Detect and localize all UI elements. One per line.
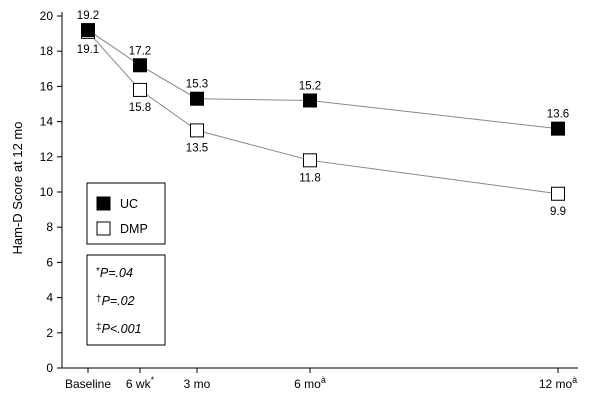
marker-dmp: [190, 123, 204, 138]
y-tick-label: 0: [46, 361, 53, 375]
data-label-uc: 15.2: [299, 80, 321, 92]
data-label-uc: 13.6: [547, 109, 569, 121]
legend-uc-label: UC: [120, 197, 138, 211]
x-tick-label: 6 wk*: [126, 375, 155, 391]
y-tick-label: 18: [40, 44, 54, 58]
legend-dmp-label: DMP: [120, 222, 148, 236]
marker-uc: [551, 121, 565, 136]
x-tick-label: Baseline: [65, 377, 111, 391]
note-1-symbol: *: [96, 266, 100, 277]
data-label-dmp: 11.8: [299, 172, 321, 184]
y-tick-label: 8: [46, 220, 53, 234]
y-tick-label: 20: [40, 9, 54, 23]
series-line-uc: [87, 29, 559, 130]
marker-uc: [303, 93, 317, 108]
data-labels: 19.2 17.2 15.3 15.2 13.6 19.1 15.8 13.5 11.8 9.9: [77, 10, 569, 218]
significance-notes: *P=.04 †P=.02 ‡P<.001: [86, 254, 166, 346]
data-label-dmp: 9.9: [550, 206, 566, 218]
y-tick-label: 16: [40, 79, 54, 93]
series-line-dmp: [87, 31, 559, 195]
data-markers: [81, 23, 565, 201]
axes: 0 2 4 6 8 10 12 14 16 18 20 Baseline 6 wk* 3 mo 6 moà 1…: [40, 9, 578, 391]
note-2-symbol: †: [96, 294, 102, 305]
marker-uc: [133, 58, 147, 73]
x-tick-label: 3 mo: [184, 377, 211, 391]
note-2: †P=.02: [96, 294, 135, 308]
data-label-uc: 17.2: [129, 45, 151, 57]
notes-box: [86, 254, 166, 346]
y-tick-label: 14: [40, 115, 54, 129]
series-lines: [87, 29, 559, 195]
note-2-text: P=.02: [102, 294, 135, 308]
note-3: ‡P<.001: [96, 322, 142, 336]
note-3-symbol: ‡: [96, 322, 102, 333]
marker-dmp: [551, 186, 565, 201]
data-label-uc: 19.2: [77, 10, 99, 22]
marker-uc: [190, 91, 204, 106]
marker-uc: [81, 23, 95, 38]
data-label-dmp: 15.8: [129, 102, 151, 114]
y-tick-label: 10: [40, 185, 54, 199]
legend-uc-marker: [96, 196, 111, 211]
marker-dmp: [133, 82, 147, 97]
data-label-dmp: 13.5: [186, 142, 208, 154]
data-label-uc: 15.3: [186, 79, 208, 91]
note-3-text: P<.001: [102, 322, 142, 336]
x-tick-label: 6 moà: [294, 375, 326, 391]
x-tick-label: 12 moà: [539, 375, 577, 391]
legend-dmp-marker: [96, 221, 111, 236]
y-tick-label: 6: [46, 255, 53, 269]
data-label-dmp: 19.1: [77, 44, 99, 56]
note-1: *P=.04: [96, 266, 133, 280]
y-axis-label: Ham-D Score at 12 mo: [10, 122, 25, 255]
y-tick-label: 4: [46, 291, 53, 305]
y-tick-label: 2: [46, 326, 53, 340]
y-tick-label: 12: [40, 150, 54, 164]
marker-dmp: [303, 153, 317, 168]
note-1-text: P=.04: [100, 266, 133, 280]
legend: UC DMP: [86, 182, 166, 245]
